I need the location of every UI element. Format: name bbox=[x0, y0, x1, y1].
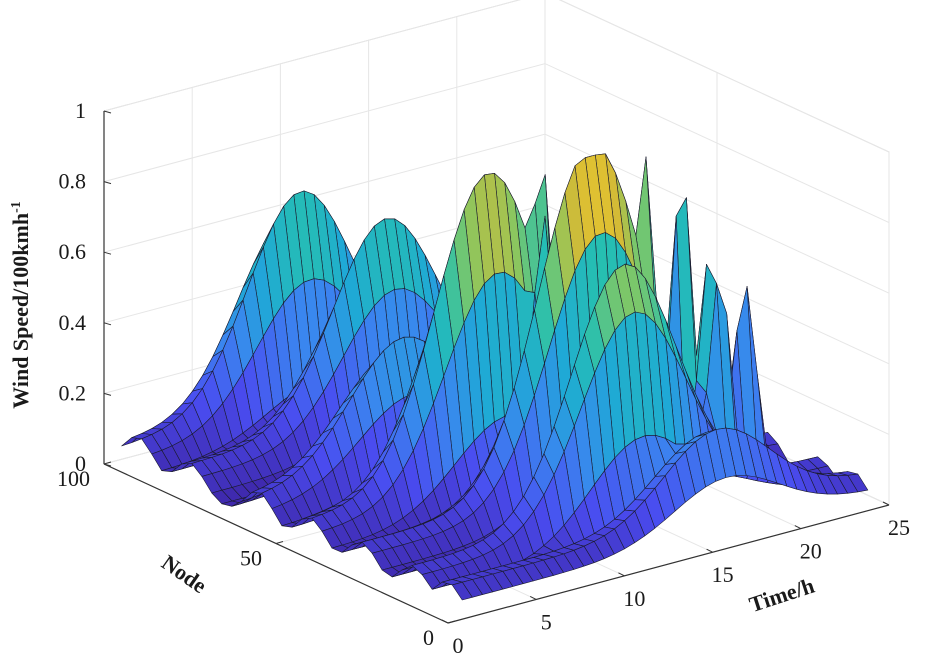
time-tick-label: 15 bbox=[712, 562, 734, 587]
y-axis-title: Node bbox=[157, 550, 212, 599]
time-tick-mark bbox=[706, 548, 713, 553]
surface-patch bbox=[451, 581, 473, 601]
time-tick-mark bbox=[441, 619, 449, 624]
node-tick-mark bbox=[103, 461, 112, 465]
time-tick-label: 5 bbox=[541, 609, 552, 634]
node-tick-mark bbox=[447, 620, 456, 624]
time-tick-mark bbox=[794, 525, 802, 530]
time-tick-mark bbox=[618, 572, 625, 577]
z-tick-label: 0.6 bbox=[59, 239, 87, 264]
z-tick-mark bbox=[103, 181, 112, 185]
time-tick-label: 10 bbox=[623, 586, 645, 611]
z-tick-label: 1 bbox=[75, 98, 86, 123]
z-axis-title: Wind Speed/100kmh-1 bbox=[8, 201, 33, 409]
node-tick-label: 100 bbox=[57, 466, 90, 491]
z-tick-label: 0.2 bbox=[59, 380, 87, 405]
time-tick-label: 25 bbox=[888, 515, 910, 540]
z-tick-mark bbox=[103, 110, 112, 114]
z-tick-mark bbox=[103, 322, 112, 326]
z-tick-mark bbox=[103, 392, 112, 396]
node-tick-label: 50 bbox=[240, 546, 262, 571]
z-tick-label: 0.8 bbox=[59, 169, 87, 194]
node-tick-mark bbox=[275, 541, 284, 544]
time-tick-mark bbox=[529, 595, 537, 600]
surface-layer bbox=[121, 153, 869, 601]
z-tick-label: 0 bbox=[75, 451, 86, 476]
z-tick-mark bbox=[103, 463, 112, 467]
z-tick-mark bbox=[103, 251, 112, 255]
time-axis-line bbox=[447, 504, 890, 624]
x-axis-title: Time/h bbox=[746, 573, 817, 617]
z-gridline bbox=[103, 0, 890, 153]
time-tick-mark bbox=[882, 501, 890, 506]
time-tick-label: 20 bbox=[800, 539, 822, 564]
node-tick-label: 0 bbox=[423, 625, 434, 650]
z-tick-label: 0.4 bbox=[59, 310, 87, 335]
time-tick-label: 0 bbox=[453, 633, 464, 658]
